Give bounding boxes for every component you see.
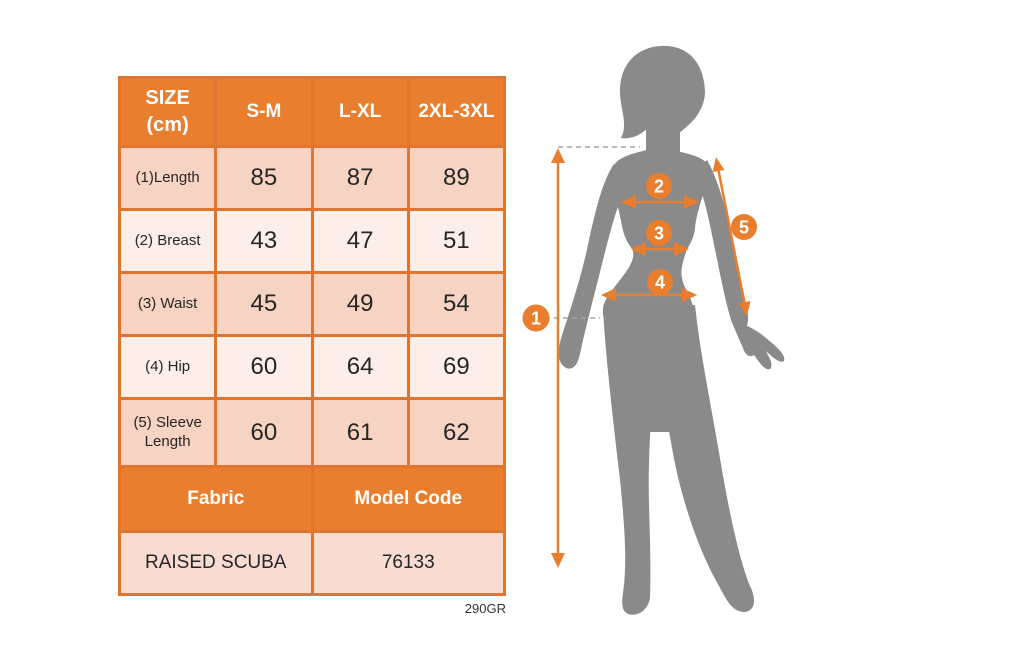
value-cell: 45	[214, 271, 314, 337]
table-header-row: SIZE (cm) S-M L-XL 2XL-3XL	[117, 76, 507, 148]
table-row-waist: (3) Waist 45 49 54	[117, 271, 507, 337]
badge-1-label: 1	[531, 308, 541, 328]
arrowhead	[551, 553, 565, 568]
measurement-diagram: 1 2 3 4 5	[520, 30, 820, 630]
badge-3-circle	[646, 220, 672, 246]
column-header-sm: S-M	[214, 76, 314, 148]
badge-5-label: 5	[739, 217, 749, 237]
marker-badges: 1 2 3 4 5	[522, 173, 757, 332]
footer-value-row: RAISED SCUBA 76133	[118, 530, 506, 596]
arrowhead	[738, 301, 751, 316]
value-cell: 60	[214, 397, 314, 468]
measurement-arrows	[551, 148, 751, 568]
model-code-header: Model Code	[310, 465, 506, 533]
badge-1-circle	[522, 304, 550, 332]
value-cell: 89	[406, 145, 507, 211]
arrowhead	[712, 157, 725, 172]
value-cell: 49	[310, 271, 410, 337]
value-cell: 85	[214, 145, 314, 211]
sleeve-arrow	[716, 167, 747, 307]
dashed-guides	[545, 146, 640, 319]
badge-4-circle	[647, 269, 673, 295]
table-row-length: (1)Length 85 87 89	[117, 145, 507, 211]
figure-silhouette-svg: 1 2 3 4 5	[522, 45, 785, 615]
arrowhead	[682, 288, 697, 302]
badge-4-label: 4	[655, 272, 665, 292]
weight-note: 290GR	[464, 601, 506, 616]
woman-silhouette	[558, 45, 785, 615]
row-label: (2) Breast	[117, 208, 218, 274]
arrowhead	[601, 288, 616, 302]
model-code-value: 76133	[310, 530, 506, 596]
table-row-sleeve-length: (5) Sleeve Length 60 61 62	[117, 397, 507, 468]
value-cell: 54	[406, 271, 507, 337]
value-cell: 87	[310, 145, 410, 211]
value-cell: 61	[310, 397, 410, 468]
value-cell: 51	[406, 208, 507, 274]
arrowhead	[631, 242, 646, 256]
column-header-2xl3xl: 2XL-3XL	[406, 76, 507, 148]
value-cell: 69	[406, 334, 507, 400]
badge-2-label: 2	[654, 176, 664, 196]
table-row-breast: (2) Breast 43 47 51	[117, 208, 507, 274]
size-cm-header: SIZE (cm)	[117, 76, 218, 148]
arrowhead	[621, 195, 636, 209]
column-header-lxl: L-XL	[310, 76, 410, 148]
arrowhead	[674, 242, 689, 256]
value-cell: 47	[310, 208, 410, 274]
row-label: (1)Length	[117, 145, 218, 211]
arrowhead	[684, 195, 699, 209]
fabric-header: Fabric	[118, 465, 314, 533]
value-cell: 60	[214, 334, 314, 400]
size-chart-table: SIZE (cm) S-M L-XL 2XL-3XL (1)Length 85 …	[117, 76, 507, 596]
row-label: (4) Hip	[117, 334, 218, 400]
badge-2-circle	[646, 173, 672, 199]
footer-header-row: Fabric Model Code	[118, 465, 506, 533]
value-cell: 62	[406, 397, 507, 468]
table-row-hip: (4) Hip 60 64 69	[117, 334, 507, 400]
arrowhead	[551, 148, 565, 163]
value-cell: 64	[310, 334, 410, 400]
badge-5-circle	[731, 214, 757, 240]
row-label: (5) Sleeve Length	[117, 397, 218, 468]
badge-3-label: 3	[654, 223, 664, 243]
row-label: (3) Waist	[117, 271, 218, 337]
value-cell: 43	[214, 208, 314, 274]
fabric-value: RAISED SCUBA	[118, 530, 314, 596]
size-chart: SIZE (cm) S-M L-XL 2XL-3XL (1)Length 85 …	[117, 76, 507, 616]
